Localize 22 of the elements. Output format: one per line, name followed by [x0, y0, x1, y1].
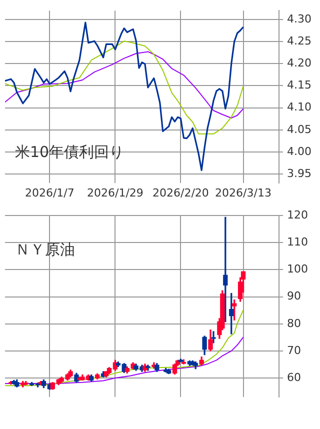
y-tick-label: 4.20 [287, 56, 312, 70]
y-tick-label: 100 [287, 262, 308, 276]
x-tick-label: 2026/1/29 [86, 186, 144, 200]
text: 米10年債利回り [15, 142, 124, 161]
y-tick-label: 3.95 [287, 167, 312, 180]
candlestick [211, 331, 216, 344]
y-tick-label: 4.15 [287, 78, 312, 92]
y-tick-label: 4.05 [287, 122, 312, 136]
y-tick-label: 60 [287, 370, 301, 384]
y-tick-label: 90 [287, 290, 301, 303]
y-tick-label: 80 [287, 316, 301, 330]
y-tick-label: 4.00 [287, 144, 312, 158]
y-tick-label: 4.25 [287, 34, 312, 48]
x-tick-label: 2026/1/7 [24, 186, 74, 200]
y-tick-label: 120 [287, 208, 308, 222]
y-tick-label: 4.10 [287, 100, 312, 114]
y-tick-label: 110 [287, 236, 308, 249]
y-tick-label: 70 [287, 344, 301, 357]
x-tick-label: 2026/3/13 [215, 186, 272, 200]
y-tick-label: 4.30 [287, 12, 312, 26]
text: ＮＹ原油 [15, 240, 75, 258]
x-tick-label: 2026/2/20 [152, 186, 209, 200]
